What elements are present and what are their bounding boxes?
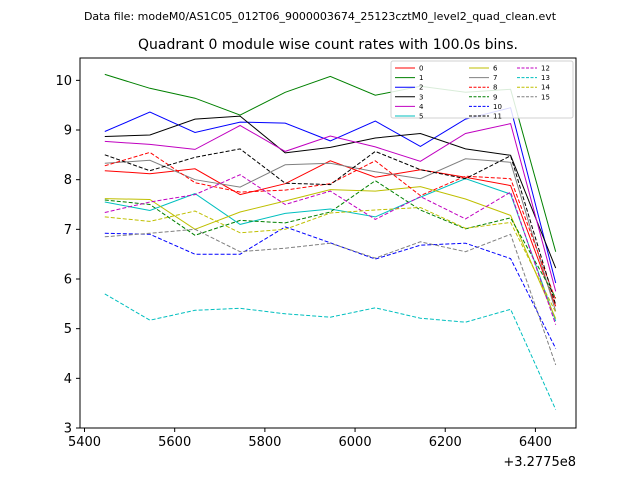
legend-label-10: 10 (493, 103, 502, 111)
legend-box (390, 60, 574, 119)
legend-label-11: 11 (493, 113, 502, 121)
series-line-13 (104, 293, 557, 410)
x-tick-label-3: 6000 (339, 435, 372, 450)
legend-label-7: 7 (493, 74, 497, 82)
series-line-0 (104, 160, 557, 307)
plot-frame (79, 57, 577, 429)
series-line-6 (104, 186, 557, 319)
legend-label-13: 13 (541, 74, 550, 82)
series-line-5 (104, 178, 557, 322)
legend-label-14: 14 (541, 84, 550, 92)
series-line-7 (104, 158, 557, 312)
legend-label-4: 4 (419, 103, 424, 111)
legend-label-12: 12 (541, 65, 550, 73)
y-tick-label-4: 7 (64, 223, 72, 238)
series-layer (104, 73, 557, 410)
y-tick-label-0: 3 (64, 422, 72, 437)
legend-label-6: 6 (493, 65, 498, 73)
x-tick-label-5: 6400 (519, 435, 552, 450)
legend-label-5: 5 (419, 113, 423, 121)
y-tick-label-7: 10 (55, 74, 72, 89)
series-line-12 (104, 174, 557, 325)
x-tick-label-1: 5600 (158, 435, 191, 450)
legend-label-0: 0 (419, 65, 423, 73)
series-line-15 (104, 228, 557, 366)
chart-suptitle: Data file: modeM0/AS1C05_012T06_90000036… (84, 10, 557, 23)
series-line-9 (104, 180, 557, 299)
x-tick-label-2: 5800 (248, 435, 281, 450)
legend-label-3: 3 (419, 93, 423, 101)
chart-title: Quadrant 0 module wise count rates with … (138, 37, 518, 53)
legend-label-9: 9 (493, 93, 497, 101)
y-tick-label-2: 5 (64, 322, 72, 337)
legend-label-8: 8 (493, 84, 497, 92)
series-line-4 (104, 123, 557, 292)
legend-label-2: 2 (419, 84, 423, 92)
y-tick-label-5: 8 (64, 173, 72, 188)
series-line-8 (104, 151, 557, 301)
legend-label-1: 1 (419, 74, 423, 82)
x-tick-label-4: 6200 (429, 435, 462, 450)
series-line-2 (104, 107, 557, 284)
series-line-11 (104, 148, 557, 305)
y-tick-label-3: 6 (64, 273, 72, 288)
y-tick-label-6: 9 (64, 124, 72, 139)
legend-label-15: 15 (541, 93, 550, 101)
y-tick-label-1: 4 (64, 372, 72, 387)
x-tick-label-0: 5400 (68, 435, 101, 450)
series-line-10 (104, 226, 557, 349)
series-line-3 (104, 115, 557, 269)
x-offset-label: +3.2775e8 (503, 455, 576, 470)
series-line-14 (104, 206, 557, 313)
